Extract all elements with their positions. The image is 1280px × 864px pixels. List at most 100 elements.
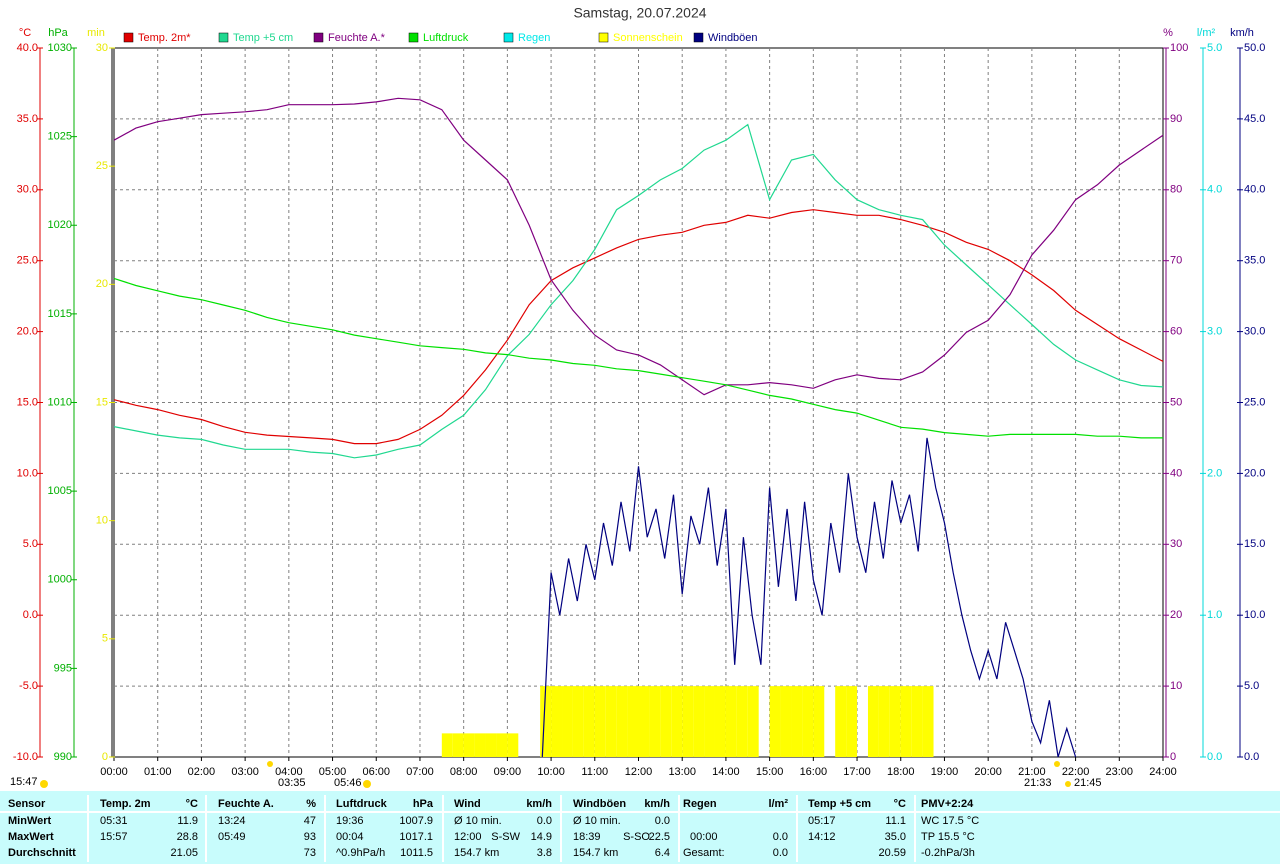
table-cell: 1017.1 <box>399 831 433 843</box>
y-tick-label: 10.0 <box>1244 609 1265 621</box>
x-tick-label: 13:00 <box>668 766 696 778</box>
table-header: Temp. 2m <box>100 798 151 810</box>
sun-bar <box>878 686 890 757</box>
table-cell: -0.2hPa/3h <box>921 847 975 859</box>
sun-bar <box>682 686 694 757</box>
table-cell: Gesamt: <box>683 847 725 859</box>
legend-swatch <box>503 32 514 43</box>
y-tick-label: 1005 <box>48 485 72 497</box>
table-cell: 154.7 km <box>573 847 618 859</box>
axis-unit: °C <box>19 27 31 39</box>
y-tick-label: 30.0 <box>17 184 38 196</box>
table-header: Wind <box>454 798 481 810</box>
legend-swatch <box>598 32 609 43</box>
table-cell: 05:31 <box>100 815 128 827</box>
legend-label: Luftdruck <box>423 32 469 44</box>
y-tick-label: 0 <box>1170 751 1176 763</box>
legend-swatch <box>693 32 704 43</box>
table-cell: S-SO <box>623 831 650 843</box>
annotation: 15:47 <box>10 776 38 788</box>
table-cell: 14.9 <box>531 831 552 843</box>
table-header: Feuchte A. <box>218 798 274 810</box>
sun-bar <box>605 686 617 757</box>
sun-bar <box>616 686 628 757</box>
axis-unit: hPa <box>48 27 68 39</box>
legend-label: Feuchte A.* <box>328 32 386 44</box>
legend-swatch <box>218 32 229 43</box>
y-tick-label: 1020 <box>48 219 72 231</box>
table-cell: 19:36 <box>336 815 364 827</box>
legend-swatch <box>408 32 419 43</box>
x-tick-label: 18:00 <box>887 766 915 778</box>
table-header: Luftdruck <box>336 798 388 810</box>
moon-icon <box>1065 781 1071 787</box>
sun-icon <box>1054 761 1060 767</box>
sun-bar <box>889 686 901 757</box>
y-tick-label: 15 <box>96 396 108 408</box>
table-header: km/h <box>526 798 552 810</box>
table-cell: 1011.5 <box>400 847 433 859</box>
table-cell: 93 <box>304 831 316 843</box>
sun-bar <box>867 686 879 757</box>
y-tick-label: 5 <box>102 633 108 645</box>
series-line <box>113 97 1164 396</box>
sun-bar <box>802 686 814 757</box>
sun-bar <box>791 686 803 757</box>
y-tick-label: 40.0 <box>17 42 38 54</box>
chart-title: Samstag, 20.07.2024 <box>573 5 706 21</box>
y-tick-label: 5.0 <box>23 538 38 550</box>
y-tick-label: 10 <box>96 515 108 527</box>
axis-unit: l/m² <box>1197 27 1216 39</box>
y-tick-label: 40 <box>1170 467 1182 479</box>
x-tick-label: 01:00 <box>144 766 172 778</box>
y-tick-label: 1010 <box>48 396 72 408</box>
sun-bar <box>671 686 683 757</box>
table-cell: Ø 10 min. <box>454 815 502 827</box>
table-cell: 0.0 <box>773 831 788 843</box>
series-line <box>113 123 1164 459</box>
y-tick-label: 80 <box>1170 184 1182 196</box>
y-tick-label: 30 <box>1170 538 1182 550</box>
table-header: PMV+2:24 <box>921 798 974 810</box>
y-tick-label: 5.0 <box>1207 42 1222 54</box>
sun-bar <box>813 686 825 757</box>
table-cell: 00:00 <box>690 831 718 843</box>
sun-bar <box>846 686 858 757</box>
y-tick-label: 0.0 <box>23 609 38 621</box>
sun-bar <box>562 686 573 757</box>
y-tick-label: 1025 <box>48 131 72 143</box>
y-tick-label: 35.0 <box>1244 255 1265 267</box>
x-tick-label: 19:00 <box>931 766 959 778</box>
sun-icon <box>363 780 371 788</box>
sun-bar <box>835 686 847 757</box>
x-tick-label: 04:00 <box>275 766 303 778</box>
x-tick-label: 10:00 <box>537 766 565 778</box>
y-tick-label: 1030 <box>48 42 72 54</box>
table-cell: ^0.9hPa/h <box>336 847 385 859</box>
sun-bar <box>463 733 475 757</box>
legend-label: Temp. 2m* <box>138 32 191 44</box>
table-cell: 18:39 <box>573 831 601 843</box>
table-header: °C <box>894 798 906 810</box>
sun-bar <box>747 686 759 757</box>
legend-swatch <box>123 32 134 43</box>
sun-bar <box>474 733 486 757</box>
sun-icon <box>40 780 48 788</box>
sun-bar <box>452 733 464 757</box>
y-tick-label: 20 <box>1170 609 1182 621</box>
sun-bar <box>769 686 781 757</box>
y-tick-label: 45.0 <box>1244 113 1265 125</box>
x-tick-label: 05:00 <box>319 766 347 778</box>
axis-unit: % <box>1163 27 1173 39</box>
x-tick-label: 21:00 <box>1018 766 1046 778</box>
y-tick-label: 4.0 <box>1207 184 1222 196</box>
sun-bar <box>693 686 705 757</box>
table-cell: 11.1 <box>885 815 906 827</box>
x-tick-label: 14:00 <box>712 766 740 778</box>
x-tick-label: 12:00 <box>625 766 653 778</box>
x-tick-label: 08:00 <box>450 766 478 778</box>
sun-bar <box>704 686 715 757</box>
y-tick-label: -10.0 <box>13 751 38 763</box>
y-tick-label: 1000 <box>48 574 72 586</box>
y-tick-label: 990 <box>54 751 72 763</box>
